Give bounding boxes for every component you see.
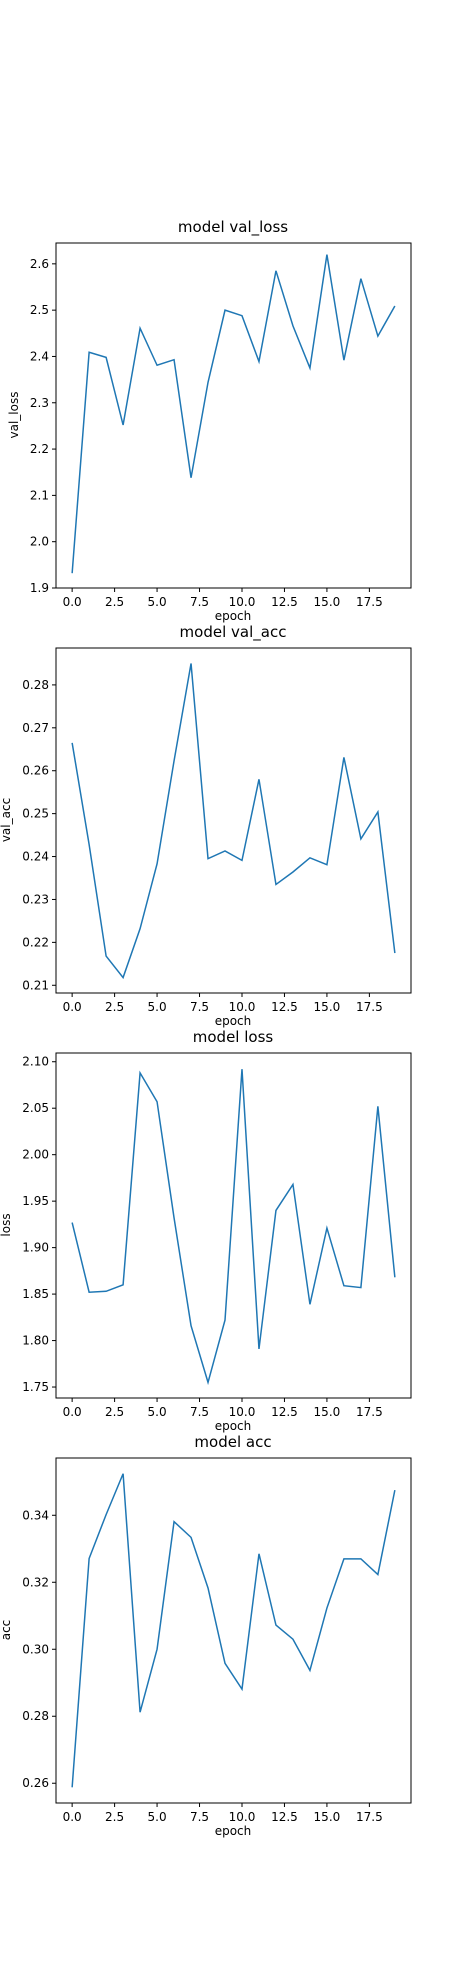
y-ticks: 1.9 2.0 2.1 2.2 2.3 2.4 2.5 2.6: [30, 257, 56, 595]
x-tick-label: 2.5: [105, 595, 124, 609]
y-ticks: 0.26 0.28 0.30 0.32 0.34: [22, 1508, 56, 1790]
x-axis-label: epoch: [215, 1014, 252, 1028]
y-tick-label: 2.10: [22, 1055, 49, 1069]
y-tick-label: 1.90: [22, 1241, 49, 1255]
x-ticks: 0.0 2.5 5.0 7.5 10.0 12.5 15.0 17.5: [63, 588, 383, 609]
chart-val-acc: model val_acc 0.0 2.5 5.0 7.5 10.0 12.5 15.0 17…: [0, 615, 450, 1035]
y-tick-label: 1.9: [30, 581, 49, 595]
y-tick-label: 0.26: [22, 1776, 49, 1790]
chart-loss-plot: model loss 0.0 2.5 5.0 7.5 10.0 12.5 15.0 17.5 …: [0, 1028, 412, 1433]
chart-acc: model acc 0.0 2.5 5.0 7.5 10.0 12.5 15.0 17.5 0…: [0, 1425, 450, 1845]
x-tick-label: 10.0: [229, 595, 256, 609]
y-tick-label: 0.22: [22, 935, 49, 949]
y-tick-label: 1.80: [22, 1334, 49, 1348]
x-axis-label: epoch: [215, 609, 252, 623]
x-tick-label: 10.0: [229, 1810, 256, 1824]
x-tick-label: 0.0: [63, 1000, 82, 1014]
x-tick-label: 17.5: [356, 1405, 383, 1419]
y-tick-label: 2.1: [30, 488, 49, 502]
plot-frame: [55, 242, 412, 589]
y-axis-label: val_acc: [0, 798, 13, 842]
y-axis-label: acc: [0, 1620, 13, 1641]
y-tick-label: 0.32: [22, 1575, 49, 1589]
chart-loss: model loss 0.0 2.5 5.0 7.5 10.0 12.5 15.0 17.5 …: [0, 1020, 450, 1440]
y-tick-label: 0.26: [22, 764, 49, 778]
x-ticks: 0.0 2.5 5.0 7.5 10.0 12.5 15.0 17.5: [63, 1398, 383, 1419]
y-tick-label: 2.00: [22, 1148, 49, 1162]
y-tick-label: 2.6: [30, 257, 49, 271]
x-tick-label: 17.5: [356, 595, 383, 609]
series-line: [71, 1473, 396, 1788]
series-line: [71, 663, 396, 980]
x-axis-label: epoch: [215, 1824, 252, 1838]
y-tick-label: 2.05: [22, 1101, 49, 1115]
y-tick-label: 0.23: [22, 892, 49, 906]
x-tick-label: 2.5: [105, 1810, 124, 1824]
chart-val-loss-plot: model val_loss 0.0 2.5 5.0 7.5 10.0 12.5 15.0 1…: [7, 218, 412, 623]
y-tick-label: 1.75: [22, 1380, 49, 1394]
y-axis-label: val_loss: [7, 392, 21, 439]
x-tick-label: 17.5: [356, 1810, 383, 1824]
x-tick-label: 2.5: [105, 1405, 124, 1419]
series-line: [71, 254, 396, 574]
plot-frame: [55, 647, 412, 994]
x-tick-label: 12.5: [271, 1405, 298, 1419]
x-tick-label: 10.0: [229, 1405, 256, 1419]
series-line: [71, 1069, 396, 1386]
y-tick-label: 2.0: [30, 535, 49, 549]
y-tick-label: 0.34: [22, 1508, 49, 1522]
y-tick-label: 2.5: [30, 303, 49, 317]
x-ticks: 0.0 2.5 5.0 7.5 10.0 12.5 15.0 17.5: [63, 993, 383, 1014]
x-tick-label: 0.0: [63, 595, 82, 609]
chart-title: model val_loss: [178, 218, 288, 237]
y-tick-label: 0.28: [22, 1709, 49, 1723]
y-tick-label: 2.4: [30, 349, 49, 363]
x-ticks: 0.0 2.5 5.0 7.5 10.0 12.5 15.0 17.5: [63, 1803, 383, 1824]
x-tick-label: 15.0: [314, 595, 341, 609]
x-tick-label: 12.5: [271, 1000, 298, 1014]
x-tick-label: 10.0: [229, 1000, 256, 1014]
y-tick-label: 0.25: [22, 807, 49, 821]
y-tick-label: 0.21: [22, 978, 49, 992]
x-tick-label: 0.0: [63, 1810, 82, 1824]
x-tick-label: 15.0: [314, 1810, 341, 1824]
x-tick-label: 5.0: [148, 1405, 167, 1419]
x-tick-label: 5.0: [148, 1000, 167, 1014]
chart-title: model loss: [193, 1028, 274, 1046]
plot-frame: [55, 1052, 412, 1399]
x-tick-label: 5.0: [148, 595, 167, 609]
x-tick-label: 2.5: [105, 1000, 124, 1014]
x-tick-label: 12.5: [271, 1810, 298, 1824]
y-axis-label: loss: [0, 1213, 13, 1236]
y-tick-label: 0.27: [22, 721, 49, 735]
y-tick-label: 1.95: [22, 1194, 49, 1208]
y-tick-label: 0.24: [22, 850, 49, 864]
x-tick-label: 7.5: [190, 1000, 209, 1014]
y-tick-label: 0.28: [22, 678, 49, 692]
x-tick-label: 12.5: [271, 595, 298, 609]
chart-acc-plot: model acc 0.0 2.5 5.0 7.5 10.0 12.5 15.0 17.5 0…: [0, 1433, 412, 1838]
y-ticks: 0.21 0.22 0.23 0.24 0.25 0.26 0.27 0.28: [22, 678, 56, 992]
chart-val-acc-plot: model val_acc 0.0 2.5 5.0 7.5 10.0 12.5 15.0 17…: [0, 623, 412, 1028]
chart-title: model acc: [194, 1433, 271, 1451]
x-tick-label: 15.0: [314, 1000, 341, 1014]
x-tick-label: 7.5: [190, 595, 209, 609]
x-tick-label: 7.5: [190, 1810, 209, 1824]
x-tick-label: 7.5: [190, 1405, 209, 1419]
y-tick-label: 2.3: [30, 396, 49, 410]
x-axis-label: epoch: [215, 1419, 252, 1433]
x-tick-label: 0.0: [63, 1405, 82, 1419]
x-tick-label: 15.0: [314, 1405, 341, 1419]
chart-title: model val_acc: [180, 623, 287, 642]
chart-val-loss: model val_loss 0.0 2.5 5.0 7.5 10.0 12.5 15.0 1…: [0, 210, 450, 630]
y-tick-label: 0.30: [22, 1642, 49, 1656]
y-tick-label: 1.85: [22, 1287, 49, 1301]
x-tick-label: 17.5: [356, 1000, 383, 1014]
y-ticks: 1.75 1.80 1.85 1.90 1.95 2.00 2.05 2.10: [22, 1055, 56, 1394]
plot-frame: [55, 1457, 412, 1804]
x-tick-label: 5.0: [148, 1810, 167, 1824]
y-tick-label: 2.2: [30, 442, 49, 456]
